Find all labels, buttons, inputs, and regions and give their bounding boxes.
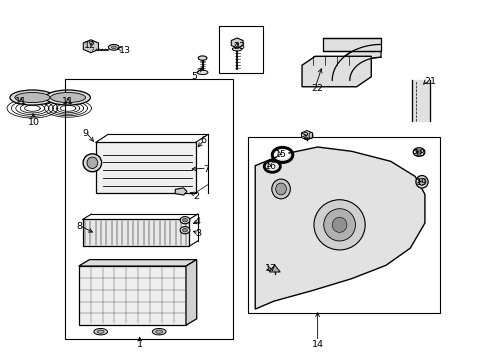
- Text: 5: 5: [190, 72, 197, 81]
- Polygon shape: [175, 188, 186, 195]
- Text: 15: 15: [274, 150, 286, 159]
- Ellipse shape: [97, 330, 104, 333]
- Text: 13: 13: [119, 46, 131, 55]
- Polygon shape: [79, 260, 196, 266]
- Ellipse shape: [83, 154, 102, 172]
- Text: 3: 3: [194, 229, 201, 238]
- Ellipse shape: [180, 217, 189, 224]
- Ellipse shape: [313, 200, 365, 250]
- Text: 11: 11: [62, 97, 74, 106]
- Ellipse shape: [267, 163, 276, 170]
- Bar: [82, 220, 188, 246]
- Polygon shape: [255, 147, 424, 309]
- Text: 17: 17: [264, 265, 276, 274]
- Ellipse shape: [331, 217, 346, 232]
- Ellipse shape: [111, 46, 116, 49]
- Text: 18: 18: [413, 149, 426, 158]
- Bar: [219, 26, 263, 73]
- Ellipse shape: [180, 226, 189, 234]
- Text: 12: 12: [83, 41, 95, 50]
- Text: 6: 6: [200, 136, 206, 145]
- Bar: [96, 142, 195, 193]
- Ellipse shape: [182, 228, 187, 232]
- Ellipse shape: [87, 157, 98, 168]
- Text: 4: 4: [194, 217, 201, 226]
- Ellipse shape: [152, 328, 165, 335]
- Ellipse shape: [45, 90, 90, 105]
- Text: 10: 10: [28, 118, 40, 127]
- Text: 19: 19: [415, 178, 427, 187]
- Text: 2: 2: [193, 192, 199, 201]
- Polygon shape: [331, 44, 380, 80]
- Text: 23: 23: [233, 42, 245, 51]
- Ellipse shape: [50, 93, 85, 103]
- Ellipse shape: [232, 47, 242, 51]
- Polygon shape: [302, 56, 370, 87]
- Text: 14: 14: [311, 341, 323, 350]
- Text: 16: 16: [264, 162, 276, 171]
- Ellipse shape: [197, 70, 207, 75]
- Ellipse shape: [94, 328, 107, 335]
- Text: 7: 7: [203, 165, 209, 174]
- Ellipse shape: [275, 183, 286, 195]
- Polygon shape: [322, 38, 380, 51]
- Ellipse shape: [418, 178, 424, 185]
- Text: 20: 20: [302, 132, 313, 141]
- Polygon shape: [185, 260, 196, 325]
- Text: 8: 8: [76, 222, 82, 231]
- Polygon shape: [411, 80, 429, 121]
- Bar: [79, 266, 185, 325]
- Text: 11: 11: [15, 97, 27, 106]
- Ellipse shape: [323, 209, 355, 241]
- Ellipse shape: [276, 150, 288, 159]
- Bar: [248, 137, 439, 314]
- Text: 1: 1: [136, 341, 142, 350]
- Text: 21: 21: [423, 77, 435, 86]
- Bar: [65, 78, 233, 338]
- Ellipse shape: [415, 176, 427, 188]
- Ellipse shape: [10, 90, 55, 105]
- Ellipse shape: [271, 179, 290, 199]
- Ellipse shape: [412, 148, 424, 156]
- Ellipse shape: [156, 330, 162, 333]
- Ellipse shape: [182, 219, 187, 222]
- Ellipse shape: [15, 93, 50, 103]
- Ellipse shape: [108, 44, 119, 50]
- Ellipse shape: [198, 56, 206, 60]
- Ellipse shape: [415, 150, 421, 154]
- Text: 9: 9: [82, 129, 88, 138]
- Text: 22: 22: [311, 84, 323, 93]
